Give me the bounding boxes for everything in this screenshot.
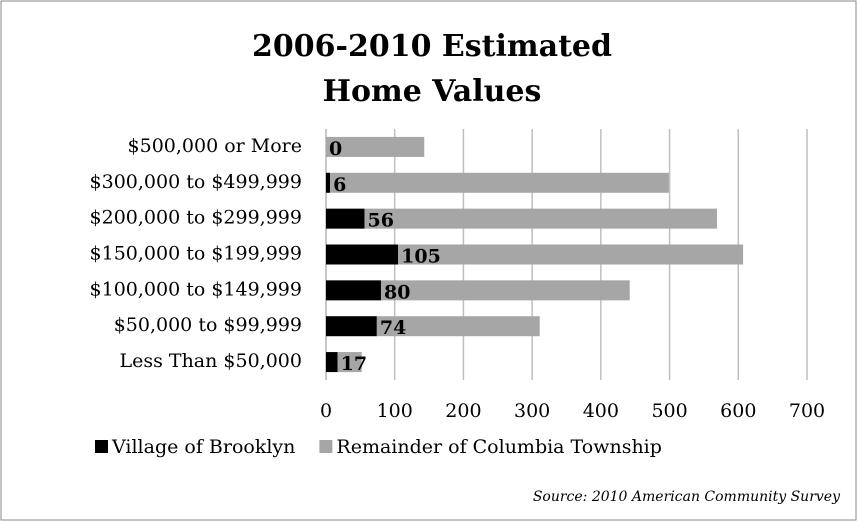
x-tick-label: 100 (377, 400, 413, 422)
data-label: 105 (401, 246, 441, 268)
category-label: $50,000 to $99,999 (114, 314, 302, 336)
bar-segment (398, 244, 744, 265)
bar-segment (376, 316, 540, 337)
x-tick-label: 0 (320, 400, 332, 422)
data-label: 80 (384, 281, 410, 303)
bar-segment (330, 172, 669, 193)
category-label: $100,000 to $149,999 (90, 278, 302, 300)
legend-swatch (95, 440, 108, 453)
bar-segment (337, 352, 362, 373)
bar-segment (364, 208, 717, 229)
x-tick-label: 700 (789, 400, 825, 422)
data-label: 6 (333, 174, 346, 196)
chart-title: Home Values (323, 74, 542, 109)
x-tick-label: 200 (445, 400, 481, 422)
bar-segment (326, 208, 365, 229)
data-label: 56 (367, 210, 393, 232)
bar-segment (326, 280, 381, 301)
legend-label: Remainder of Columbia Township (336, 436, 662, 458)
bar-segment (326, 136, 425, 157)
category-label: $150,000 to $199,999 (90, 243, 302, 265)
chart-title: 2006-2010 Estimated (252, 29, 612, 64)
data-label: 0 (329, 138, 342, 160)
category-label: Less Than $50,000 (120, 350, 303, 372)
data-label: 74 (380, 317, 406, 339)
category-label: $300,000 to $499,999 (90, 171, 302, 193)
source-note: Source: 2010 American Community Survey (533, 489, 841, 505)
x-tick-label: 400 (583, 400, 619, 422)
bar-segment (326, 244, 399, 265)
data-label: 17 (341, 353, 367, 375)
bar-segment (326, 172, 331, 193)
bar-segment (326, 316, 377, 337)
category-label: $500,000 or More (128, 135, 302, 157)
x-tick-label: 500 (651, 400, 687, 422)
category-label: $200,000 to $299,999 (90, 207, 302, 229)
x-tick-label: 300 (514, 400, 550, 422)
x-tick-label: 600 (720, 400, 756, 422)
bar-segment (326, 352, 338, 373)
legend-swatch (319, 440, 333, 453)
legend-label: Village of Brooklyn (111, 436, 295, 458)
bar-segment (380, 280, 630, 301)
